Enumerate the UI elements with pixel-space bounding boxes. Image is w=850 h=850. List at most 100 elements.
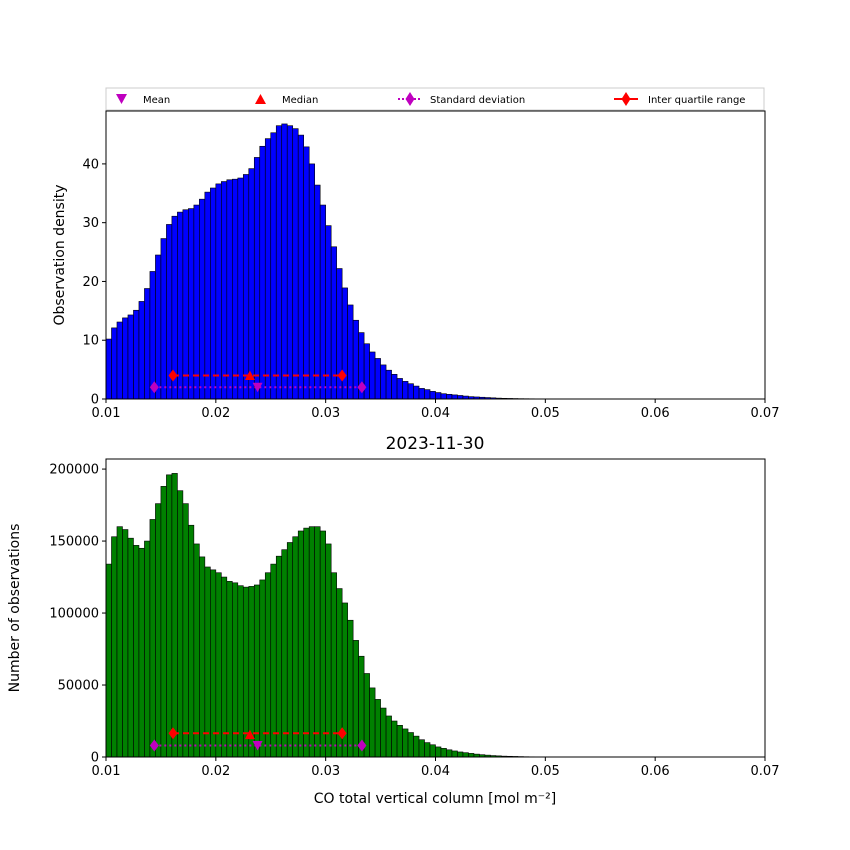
x-tick-label: 0.05: [531, 764, 560, 779]
histogram-bar: [166, 474, 173, 758]
histogram-bar: [325, 543, 332, 758]
legend-item-std: Standard deviation: [398, 92, 525, 106]
x-tick-label: 0.07: [751, 764, 780, 779]
histogram-bar: [418, 739, 425, 758]
histogram-bar: [402, 381, 409, 400]
x-tick-label: 0.04: [421, 406, 450, 421]
histogram-bar: [193, 204, 200, 400]
mean-marker-icon: [116, 94, 127, 104]
histogram-bar: [264, 572, 272, 758]
x-tick-label: 0.06: [641, 406, 670, 421]
y-tick-label: 20: [82, 275, 99, 290]
legend-label-median: Median: [282, 95, 318, 106]
iqr-low-marker: [168, 727, 178, 740]
legend: Mean Median Standard deviation Inter qua…: [105, 87, 765, 111]
x-tick-label: 0.06: [641, 764, 670, 779]
iqr-low-marker: [168, 369, 178, 382]
histogram-bar: [319, 204, 326, 400]
histogram-bar: [292, 128, 299, 400]
x-tick-label: 0.03: [311, 764, 340, 779]
histogram-bar: [303, 146, 310, 400]
histogram-bar: [155, 503, 162, 758]
histogram-bar: [407, 383, 414, 400]
y-tick-label: 40: [82, 157, 99, 172]
mean-marker: [252, 382, 263, 393]
histogram-bar: [303, 527, 310, 758]
histogram-bar: [468, 753, 475, 758]
histogram-bar: [380, 364, 387, 400]
histogram-bar: [149, 271, 156, 400]
histogram-bar: [215, 572, 222, 758]
y-tick-label: 100000: [49, 607, 99, 622]
histogram-bar: [451, 750, 458, 758]
histogram-bar: [116, 321, 123, 400]
legend-item-median: Median: [255, 94, 318, 106]
histogram-bar: [111, 327, 118, 400]
top-bars: [105, 123, 546, 400]
histogram-bar: [369, 351, 376, 400]
histogram-bar: [127, 314, 134, 400]
bottom-panel: 2023-11-30 0.01 0.02 0.03 0.04 0.05 0.06 0.07 …: [7, 434, 779, 807]
histogram-bar: [352, 640, 359, 758]
std-high-marker: [357, 739, 367, 752]
histogram-bar: [347, 304, 354, 400]
histogram-bar: [292, 536, 299, 758]
y-tick-label: 10: [82, 334, 99, 349]
iqr-diamond-icon: [621, 92, 631, 106]
histogram-bar: [270, 132, 277, 400]
histogram-bar: [314, 184, 321, 400]
histogram-bar: [391, 374, 398, 400]
histogram-bar: [451, 394, 458, 400]
histogram-bar: [221, 181, 228, 400]
histogram-bar: [275, 125, 283, 400]
median-marker: [244, 370, 255, 380]
histogram-bar: [182, 503, 189, 758]
top-panel: 0.01 0.02 0.03 0.04 0.05 0.06 0.07 0 10 20 30 40 O…: [52, 110, 779, 421]
histogram-bar: [341, 287, 348, 400]
histogram-bar: [407, 732, 414, 758]
histogram-bar: [226, 179, 233, 400]
histogram-bar: [199, 556, 206, 758]
histogram-bar: [155, 254, 162, 400]
histogram-bar: [259, 145, 266, 400]
histogram-bar: [457, 395, 464, 400]
histogram-bar: [242, 586, 250, 758]
median-marker: [244, 729, 255, 740]
histogram-bar: [270, 563, 277, 758]
histogram-bar: [424, 389, 431, 400]
histogram-bar: [226, 581, 233, 758]
histogram-bar: [435, 746, 442, 758]
bottom-stat-markers: [149, 727, 367, 752]
histogram-bar: [237, 177, 244, 400]
std-diamond-icon: [405, 92, 415, 106]
top-x-ticks: 0.01 0.02 0.03 0.04 0.05 0.06 0.07: [92, 399, 779, 421]
x-tick-label: 0.05: [531, 406, 560, 421]
iqr-high-marker: [337, 727, 347, 740]
histogram-bar: [424, 742, 431, 758]
legend-item-mean: Mean: [116, 94, 170, 106]
histogram-bar: [204, 566, 211, 758]
histogram-bar: [385, 715, 392, 758]
histogram-bar: [122, 529, 129, 758]
histogram-bar: [177, 490, 184, 758]
histogram-bar: [171, 473, 178, 758]
top-y-ticks: 0 10 20 30 40: [82, 157, 106, 408]
histogram-bar: [199, 198, 206, 400]
histogram-bar: [193, 543, 200, 758]
histogram-bar: [160, 238, 167, 400]
histogram-bar: [413, 735, 420, 758]
std-low-marker: [149, 739, 159, 752]
x-tick-label: 0.03: [311, 406, 340, 421]
histogram-bar: [446, 393, 453, 400]
histogram-bar: [144, 540, 151, 758]
histogram-bar: [402, 728, 409, 758]
bottom-x-ticks: 0.01 0.02 0.03 0.04 0.05 0.06 0.07: [92, 757, 780, 779]
top-stat-markers: [149, 369, 367, 394]
iqr-high-marker: [337, 369, 347, 382]
legend-label-mean: Mean: [143, 95, 170, 106]
x-tick-label: 0.04: [421, 764, 450, 779]
histogram-bar: [210, 187, 217, 400]
y-tick-label: 0: [91, 751, 99, 766]
histogram-bar: [138, 547, 145, 758]
histogram-bar: [281, 549, 288, 758]
